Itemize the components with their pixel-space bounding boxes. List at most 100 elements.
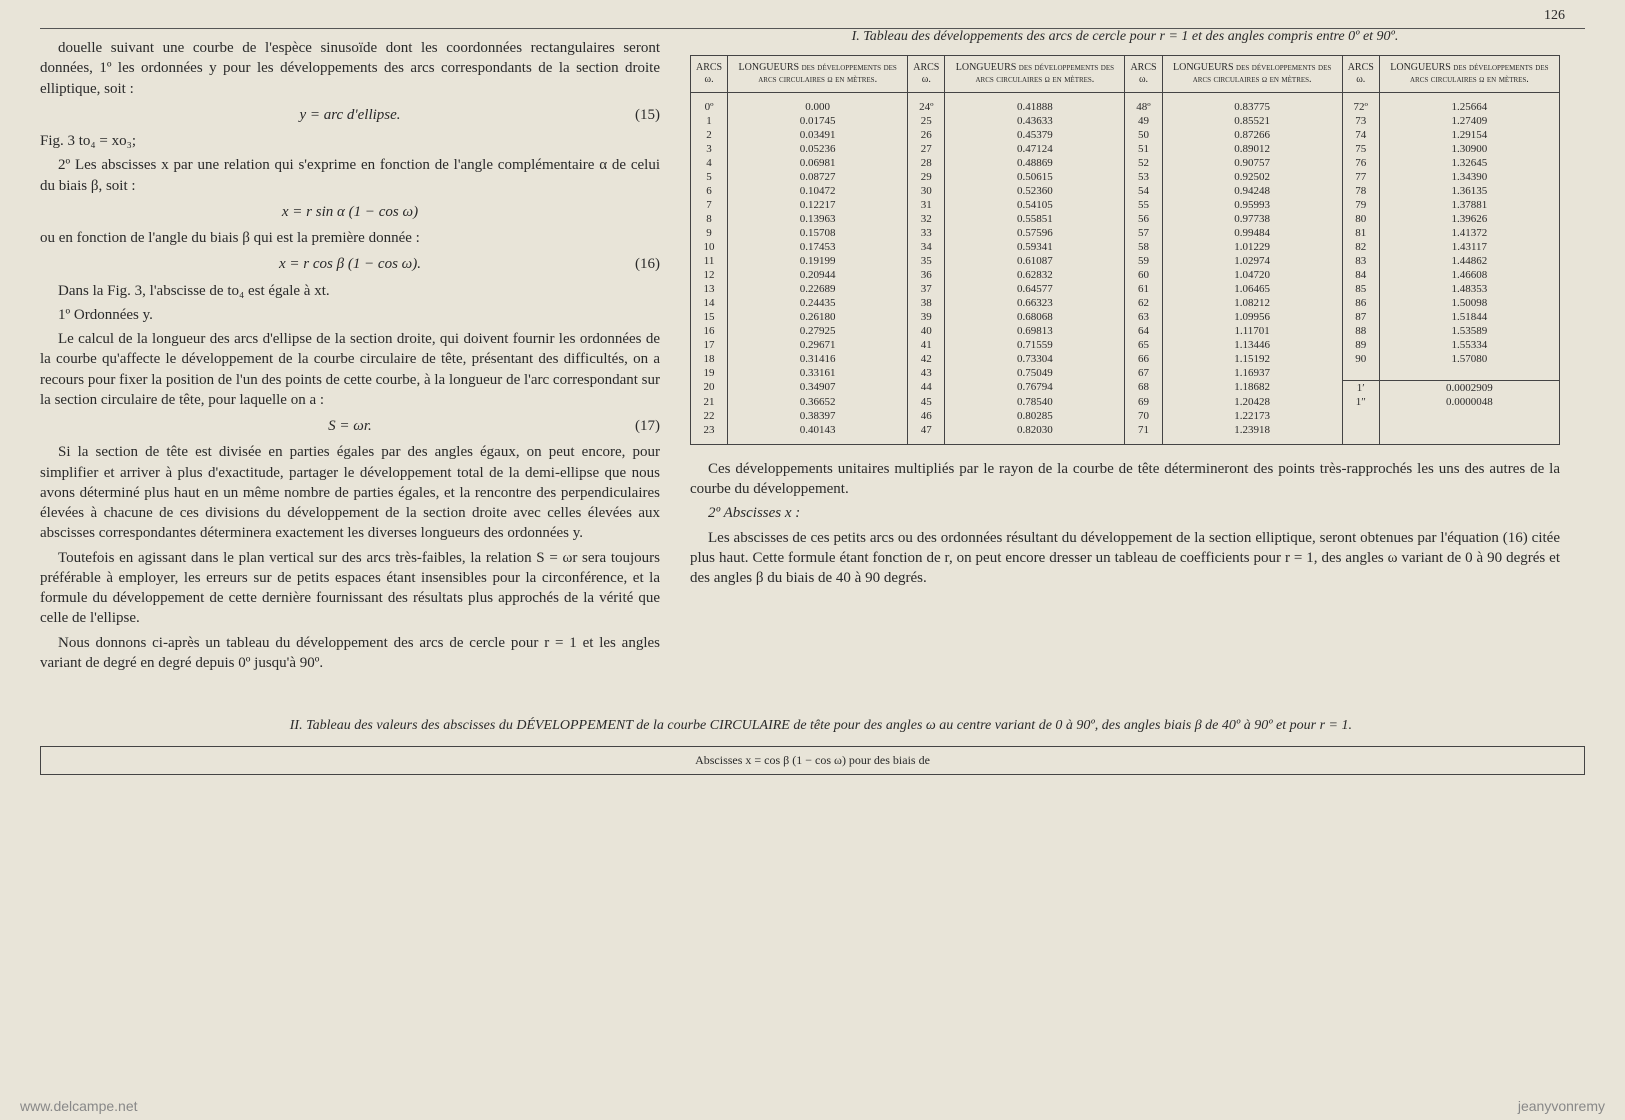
arc-cell: 3 [691,142,728,156]
value-cell: 1.15192 [1162,352,1342,366]
arc-cell: 52 [1125,156,1162,170]
arc-cell: 62 [1125,296,1162,310]
arc-cell: 14 [691,296,728,310]
th-arcs-1: ARCS ω. [691,55,728,92]
arc-cell: 49 [1125,114,1162,128]
table2-header-row: Abscisses x = cos β (1 − cos ω) pour des… [40,746,1585,775]
value-cell: 0.31416 [728,352,908,366]
value-cell: 0.33161 [728,366,908,381]
table2-formula: Abscisses x = cos β (1 − cos ω) pour des… [695,753,930,767]
arc-length-table: ARCS ω. LONGUEURS des développements des… [690,55,1560,445]
arc-cell: 67 [1125,366,1162,381]
arc-cell: 89 [1342,338,1379,352]
para-1: douelle suivant une courbe de l'espèce s… [40,38,660,99]
table-row: 230.40143470.82030711.23918 [691,423,1560,445]
arc-cell: 39 [908,310,945,324]
table-row: 30.05236270.47124510.89012751.30900 [691,142,1560,156]
arc-cell [1342,423,1379,445]
table-row: 140.24435380.66323621.08212861.50098 [691,296,1560,310]
value-cell [1379,409,1559,423]
arc-cell: 9 [691,226,728,240]
value-cell: 0.17453 [728,240,908,254]
arc-cell: 1″ [1342,395,1379,409]
left-column: douelle suivant une courbe de l'espèce s… [40,20,660,677]
th-arcs-4: ARCS ω. [1342,55,1379,92]
value-cell: 0.10472 [728,184,908,198]
arc-cell: 77 [1342,170,1379,184]
para-9: Nous donnons ci-après un tableau du déve… [40,633,660,674]
arc-cell: 40 [908,324,945,338]
watermark-right: jeanyvonremy [1518,1098,1605,1114]
arc-cell: 41 [908,338,945,352]
value-cell [1379,366,1559,381]
para-6: Le calcul de la longueur des arcs d'elli… [40,329,660,410]
arc-cell: 17 [691,338,728,352]
arc-cell: 60 [1125,268,1162,282]
value-cell [1379,423,1559,445]
arc-cell: 80 [1342,212,1379,226]
arc-cell: 50 [1125,128,1162,142]
value-cell: 0.48869 [945,156,1125,170]
arc-cell: 26 [908,128,945,142]
value-cell: 0.01745 [728,114,908,128]
equation-17: S = ωr. (17) [40,416,660,436]
arc-cell: 5 [691,170,728,184]
value-cell: 0.97738 [1162,212,1342,226]
value-cell: 1.18682 [1162,380,1342,395]
th-arcs-3: ARCS ω. [1125,55,1162,92]
table-row: 170.29671410.71559651.13446891.55334 [691,338,1560,352]
table-body: 0º0.00024º0.4188848º0.8377572º1.2566410.… [691,92,1560,444]
page-number: 126 [1544,8,1565,24]
th-long-3: LONGUEURS des développements des arcs ci… [1162,55,1342,92]
value-cell: 1.50098 [1379,296,1559,310]
value-cell: 1.08212 [1162,296,1342,310]
value-cell: 1.36135 [1379,184,1559,198]
value-cell: 1.44862 [1379,254,1559,268]
arc-cell [1342,366,1379,381]
arc-cell: 53 [1125,170,1162,184]
arc-cell: 81 [1342,226,1379,240]
arc-cell: 64 [1125,324,1162,338]
arc-cell: 35 [908,254,945,268]
value-cell: 1.13446 [1162,338,1342,352]
fig3-line: Fig. 3 to₄ = xo₃; [40,131,660,151]
arc-cell: 58 [1125,240,1162,254]
value-cell: 0.73304 [945,352,1125,366]
value-cell: 1.02974 [1162,254,1342,268]
table-row: 60.10472300.52360540.94248781.36135 [691,184,1560,198]
arc-cell: 83 [1342,254,1379,268]
value-cell: 0.03491 [728,128,908,142]
value-cell: 0.0002909 [1379,380,1559,395]
value-cell: 0.94248 [1162,184,1342,198]
arc-cell: 28 [908,156,945,170]
arc-cell: 54 [1125,184,1162,198]
value-cell: 0.54105 [945,198,1125,212]
value-cell: 0.69813 [945,324,1125,338]
arc-cell: 85 [1342,282,1379,296]
table-row: 160.27925400.69813641.11701881.53589 [691,324,1560,338]
arc-cell: 7 [691,198,728,212]
value-cell: 0.50615 [945,170,1125,184]
arc-cell: 68 [1125,380,1162,395]
value-cell: 1.22173 [1162,409,1342,423]
value-cell: 0.47124 [945,142,1125,156]
arc-cell: 31 [908,198,945,212]
value-cell: 0.55851 [945,212,1125,226]
value-cell: 1.11701 [1162,324,1342,338]
value-cell: 0.71559 [945,338,1125,352]
arc-cell: 66 [1125,352,1162,366]
th-long-2: LONGUEURS des développements des arcs ci… [945,55,1125,92]
value-cell: 0.59341 [945,240,1125,254]
arc-cell: 78 [1342,184,1379,198]
table-row: 150.26180390.68068631.09956871.51844 [691,310,1560,324]
table-row: 70.12217310.54105550.95993791.37881 [691,198,1560,212]
value-cell: 0.90757 [1162,156,1342,170]
arc-cell: 29 [908,170,945,184]
arc-cell: 84 [1342,268,1379,282]
value-cell: 0.38397 [728,409,908,423]
value-cell: 0.0000048 [1379,395,1559,409]
arc-cell: 73 [1342,114,1379,128]
para-8: Toutefois en agissant dans le plan verti… [40,548,660,629]
value-cell: 0.57596 [945,226,1125,240]
value-cell: 1.20428 [1162,395,1342,409]
